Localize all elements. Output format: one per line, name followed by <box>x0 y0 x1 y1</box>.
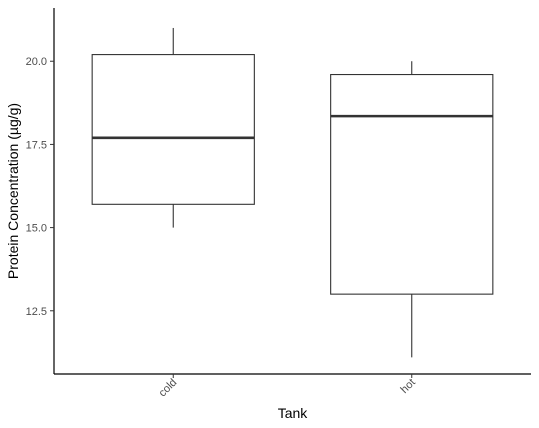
y-tick-label: 20.0 <box>26 56 47 68</box>
y-tick-label: 15.0 <box>26 223 47 235</box>
box-hot <box>330 61 494 358</box>
y-tick-label: 17.5 <box>26 139 47 151</box>
box-iqr <box>330 73 494 295</box>
y-axis-title: Protein Concentration (µg/g) <box>5 103 21 279</box>
box-series <box>91 27 494 358</box>
box-cold <box>91 27 255 228</box>
box-iqr <box>91 54 255 205</box>
x-axis-title: Tank <box>278 405 309 421</box>
y-axis-ticks: 12.5 15.0 17.5 20.0 <box>26 56 54 318</box>
x-axis-ticks: cold hot <box>157 374 418 399</box>
y-tick-label: 12.5 <box>26 306 47 318</box>
x-tick-label: cold <box>157 377 180 400</box>
x-tick-label: hot <box>399 377 418 396</box>
